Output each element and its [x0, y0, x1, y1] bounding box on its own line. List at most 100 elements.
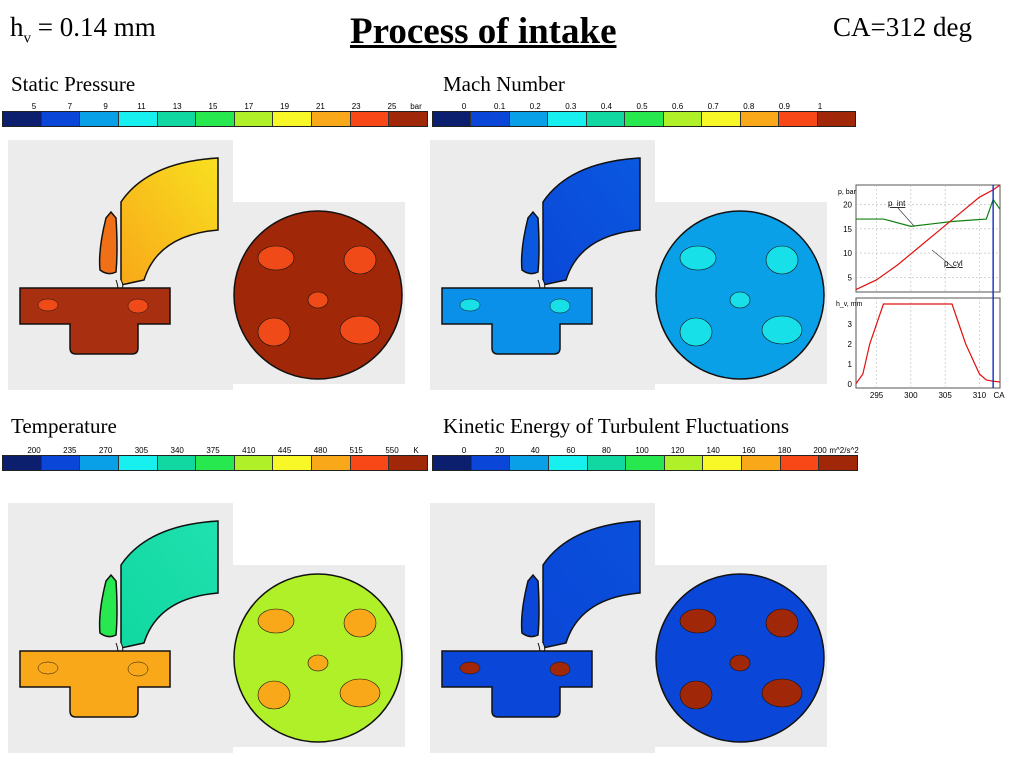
colorbar-swatch	[234, 112, 274, 126]
panel-label-temperature: Temperature	[11, 414, 117, 438]
colorbar-unit-label: m^2/s^2	[829, 446, 859, 455]
colorbar-tick-label: 100	[635, 446, 649, 455]
panel-label-tke: Kinetic Energy of Turbulent Fluctuations	[443, 414, 790, 438]
colorbar-swatch	[471, 456, 511, 470]
y-tick-label: 15	[843, 225, 852, 234]
flow-feature	[307, 654, 329, 672]
colorbar-swatch	[3, 112, 42, 126]
y-tick-label: 0	[848, 380, 853, 389]
colorbar-tick-label: 270	[98, 446, 113, 455]
flow-feature	[127, 298, 149, 314]
colorbar-tick-label: 0	[461, 102, 467, 111]
colorbar-swatch	[510, 456, 549, 470]
y-tick-label: 3	[848, 320, 853, 329]
colorbar-ticks: 5 7 9 11 13 15 17 19 21 23 25 bar	[2, 102, 430, 112]
callout-line	[931, 249, 955, 269]
intake-port	[120, 520, 219, 649]
colorbar	[432, 111, 856, 127]
y-axis-label: p, bar	[838, 189, 857, 196]
flow-feature	[257, 245, 295, 271]
colorbar-tick-label: 21	[315, 102, 325, 111]
colorbar-tick-label: 515	[349, 446, 363, 455]
y-axis-label: h_v, mm	[836, 301, 862, 308]
colorbar-swatch	[234, 456, 274, 470]
colorbar-tick-label: 19	[280, 102, 290, 111]
colorbar-tick-label: 40	[530, 446, 540, 455]
y-tick-label: 5	[848, 273, 853, 282]
colorbar-tick-label: 180	[777, 446, 792, 455]
colorbar-swatch	[118, 456, 158, 470]
colorbar-tick-label: 0.1	[494, 102, 506, 111]
flow-feature	[127, 661, 149, 677]
colorbar-tick-label: 0.9	[778, 102, 790, 111]
panel-label-mach: Mach Number	[443, 72, 565, 96]
colorbar-swatch	[433, 456, 472, 470]
colorbar-tick-label: 550	[385, 446, 399, 455]
colorbar-swatch	[703, 456, 743, 470]
y-tick-label: 2	[848, 340, 853, 349]
colorbar-tick-label: 410	[242, 446, 256, 455]
colorbar-tick-label: 20	[495, 446, 505, 455]
series-label: p_cyl	[944, 259, 963, 268]
colorbar-tick-label: 80	[601, 446, 611, 455]
flow-feature	[37, 661, 59, 675]
colorbar-tick-label: 120	[670, 446, 685, 455]
pressure-lift-chart: 20 15 10 5 p, bar 3 2 1 0 h_v, mm 295 300 305 310 CA p_…	[826, 180, 1006, 408]
colorbar-tick-label: 340	[170, 446, 184, 455]
colorbar-tick-label: 0.7	[707, 102, 719, 111]
colorbar-tick-label: 0	[461, 446, 467, 455]
x-tick-label: 300	[904, 391, 918, 400]
colorbar-tick-label: 23	[351, 102, 361, 111]
crank-angle-label: CA=312 deg	[833, 12, 972, 42]
y-tick-label: 1	[848, 360, 853, 369]
flow-feature	[729, 291, 751, 309]
colorbar-swatch	[586, 112, 626, 126]
y-tick-label: 20	[843, 200, 852, 209]
colorbar-tick-label: 9	[103, 102, 108, 111]
colorbar-tick-label: 13	[172, 102, 182, 111]
callout-line	[897, 207, 915, 227]
colorbar-tick-label: 1	[817, 102, 823, 111]
x-tick-label: 310	[973, 391, 987, 400]
colorbar-swatch	[312, 112, 351, 126]
colorbar-tick-label: 25	[387, 102, 397, 111]
colorbar-swatch	[471, 112, 510, 126]
flow-feature	[761, 678, 803, 708]
flow-feature	[679, 608, 717, 634]
colorbar-ticks: 200 235 270 305 340 375 410 445 480 515 550 K	[2, 446, 430, 456]
flow-feature	[761, 315, 803, 345]
intake-valve	[520, 210, 540, 275]
flow-feature	[459, 661, 481, 675]
colorbar-ticks: 0 0.1 0.2 0.3 0.4 0.5 0.6 0.7 0.8 0.9 1	[432, 102, 858, 112]
colorbar-swatch	[817, 112, 855, 126]
colorbar-swatch	[196, 456, 235, 470]
flow-feature	[459, 298, 481, 312]
colorbar-swatch	[548, 456, 588, 470]
colorbar-swatch	[509, 112, 549, 126]
colorbar-swatch	[80, 456, 119, 470]
colorbar-tick-label: 480	[313, 446, 328, 455]
colorbar-tick-label: 0.5	[636, 102, 648, 111]
colorbar-tick-label: 235	[63, 446, 77, 455]
intake-port	[542, 520, 641, 649]
series-line-p-int	[856, 198, 1001, 227]
colorbar	[432, 455, 858, 471]
colorbar-tick-label: 11	[137, 102, 146, 111]
colorbar-tick-label: 0.8	[743, 102, 755, 111]
flow-feature	[679, 317, 713, 347]
colorbar-swatch	[548, 112, 587, 126]
intake-port	[120, 157, 219, 286]
colorbar-swatch	[196, 112, 235, 126]
colorbar-swatch	[664, 456, 704, 470]
colorbar-swatch	[41, 112, 81, 126]
colorbar-unit-label: bar	[410, 102, 422, 111]
colorbar-tick-label: 200	[813, 446, 827, 455]
colorbar-swatch	[389, 112, 428, 126]
colorbar-swatch	[41, 456, 81, 470]
intake-port	[542, 157, 641, 286]
colorbar-swatch	[702, 112, 741, 126]
valve-lift-label: hv = 0.14 mm	[10, 12, 156, 47]
flow-feature	[765, 608, 799, 638]
x-tick-label: 305	[938, 391, 952, 400]
colorbar-tick-label: 160	[742, 446, 756, 455]
